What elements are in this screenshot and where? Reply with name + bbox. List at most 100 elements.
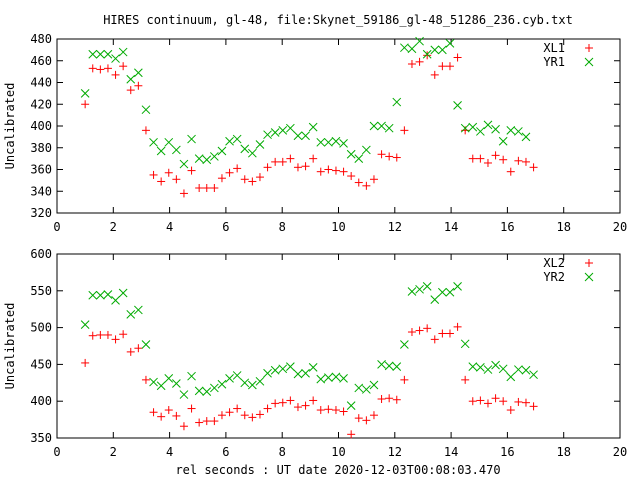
xl2-point xyxy=(248,413,257,422)
xl1-point xyxy=(286,154,295,163)
yr1-point xyxy=(141,105,151,115)
xl1-point xyxy=(385,152,394,161)
xl1-point xyxy=(514,156,523,165)
xl1-point xyxy=(506,167,515,176)
y-tick-label: 450 xyxy=(30,357,52,371)
xl2-point xyxy=(286,396,295,405)
yr1-point xyxy=(331,136,341,146)
yr2-point xyxy=(248,380,257,390)
yr1-point xyxy=(354,154,364,163)
yr1-point xyxy=(384,123,394,133)
x-tick-label: 10 xyxy=(331,445,345,459)
yr1-point xyxy=(422,49,432,59)
yr1-point xyxy=(286,123,295,133)
y-axis-label: Uncalibrated xyxy=(3,83,17,170)
xl2-point xyxy=(400,375,409,384)
xl2-point xyxy=(134,344,143,353)
xl1-point xyxy=(438,62,447,71)
yr2-point xyxy=(331,372,341,382)
xl1-point xyxy=(453,53,462,62)
xl2-point xyxy=(468,397,477,406)
yr2-point xyxy=(453,282,462,291)
yr2-point xyxy=(111,296,120,305)
yr1-point xyxy=(476,127,485,136)
xl2-point xyxy=(263,404,272,413)
xl2-point xyxy=(210,417,219,426)
yr1-point xyxy=(156,146,166,156)
yr1-point xyxy=(187,134,196,144)
xl1-point xyxy=(301,162,310,171)
xl1-point xyxy=(210,183,219,192)
yr2-point xyxy=(369,380,379,390)
xl2-point xyxy=(430,335,439,344)
xl2-point xyxy=(529,402,538,411)
x-tick-label: 12 xyxy=(388,220,402,234)
xl1-point xyxy=(407,60,416,69)
xl2-point xyxy=(119,330,128,339)
yr2-point xyxy=(210,383,219,393)
yr2-point xyxy=(232,371,242,380)
yr2-point xyxy=(187,371,196,381)
xl2-point xyxy=(324,405,333,414)
xl1-point xyxy=(233,164,242,173)
xl1-point xyxy=(195,183,204,192)
yr1-point xyxy=(369,121,379,131)
yr1-point xyxy=(453,100,462,110)
xl1-point xyxy=(331,166,340,175)
yr2-point xyxy=(217,379,227,389)
xl1-point xyxy=(248,177,257,186)
y-tick-label: 460 xyxy=(30,54,52,68)
x-tick-label: 4 xyxy=(166,445,173,459)
xl2-point xyxy=(476,396,485,405)
legend-label: XL1 xyxy=(543,41,565,55)
yr1-point xyxy=(392,97,402,107)
yr2-point xyxy=(339,374,348,383)
yr2-point xyxy=(521,365,531,375)
xl2-point xyxy=(506,406,515,415)
xl2-point xyxy=(240,411,249,420)
xl2-point xyxy=(88,331,97,340)
xl2-point xyxy=(278,398,287,407)
xl2-point xyxy=(111,335,120,344)
xl1-point xyxy=(354,178,363,187)
yr1-point xyxy=(308,122,318,132)
yr1-point xyxy=(514,127,523,136)
yr2-point xyxy=(194,386,204,396)
xl2-point xyxy=(347,430,356,439)
yr1-point xyxy=(339,139,348,148)
yr1-point xyxy=(415,36,424,46)
xl2-point xyxy=(491,394,500,403)
legend-label: YR2 xyxy=(543,270,565,284)
yr2-point xyxy=(407,287,417,296)
xl1-point xyxy=(468,154,477,163)
xl2-point xyxy=(377,394,386,403)
xl1-point xyxy=(157,177,166,186)
yr1-point xyxy=(118,47,128,57)
yr1-point xyxy=(194,154,204,163)
yr1-point xyxy=(278,125,288,135)
x-tick-label: 12 xyxy=(388,445,402,459)
yr2-point xyxy=(88,290,98,300)
yr2-point xyxy=(179,390,189,399)
yr2-point xyxy=(164,374,174,383)
xl1-point xyxy=(415,57,424,66)
xl2-point xyxy=(438,329,447,338)
xl1-point xyxy=(423,51,432,60)
yr2-point xyxy=(400,340,409,349)
x-tick-label: 6 xyxy=(222,445,229,459)
yr2-point xyxy=(362,385,371,394)
xl2-point xyxy=(164,406,173,415)
xl1-point xyxy=(521,157,530,166)
xl1-point xyxy=(164,168,173,177)
yr2-point xyxy=(392,362,402,371)
x-tick-label: 2 xyxy=(110,220,117,234)
yr2-point xyxy=(445,287,455,297)
y-tick-label: 400 xyxy=(30,119,52,133)
yr1-point xyxy=(111,54,120,63)
xl2-point xyxy=(309,396,318,405)
yr2-point xyxy=(225,374,234,383)
x-tick-label: 20 xyxy=(613,220,627,234)
yr2-point xyxy=(506,372,516,382)
